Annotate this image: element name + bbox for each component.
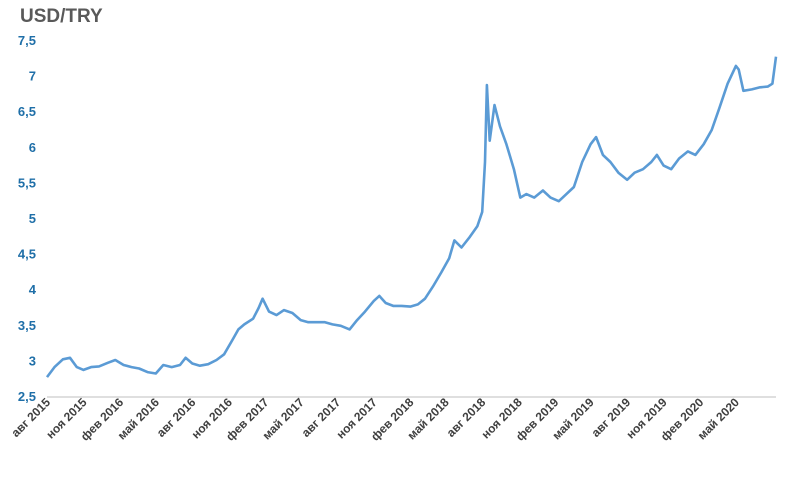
- y-tick-label: 7: [29, 69, 36, 84]
- series-line-usd-try: [45, 56, 778, 378]
- chart-title: USD/TRY: [20, 6, 103, 27]
- y-tick-label: 3: [29, 353, 36, 368]
- y-tick-label: 5: [29, 211, 36, 226]
- y-tick-label: 2,5: [18, 389, 36, 404]
- y-tick-label: 3,5: [18, 318, 36, 333]
- y-tick-label: 4,5: [18, 247, 36, 262]
- y-tick-label: 6,5: [18, 104, 36, 119]
- y-tick-label: 7,5: [18, 33, 36, 48]
- y-tick-label: 5,5: [18, 175, 36, 190]
- y-tick-label: 4: [29, 282, 37, 297]
- y-tick-label: 6: [29, 140, 36, 155]
- y-axis: 2,5 3 3,5 4 4,5 5 5,5 6 6,5 7 7,5: [18, 33, 37, 404]
